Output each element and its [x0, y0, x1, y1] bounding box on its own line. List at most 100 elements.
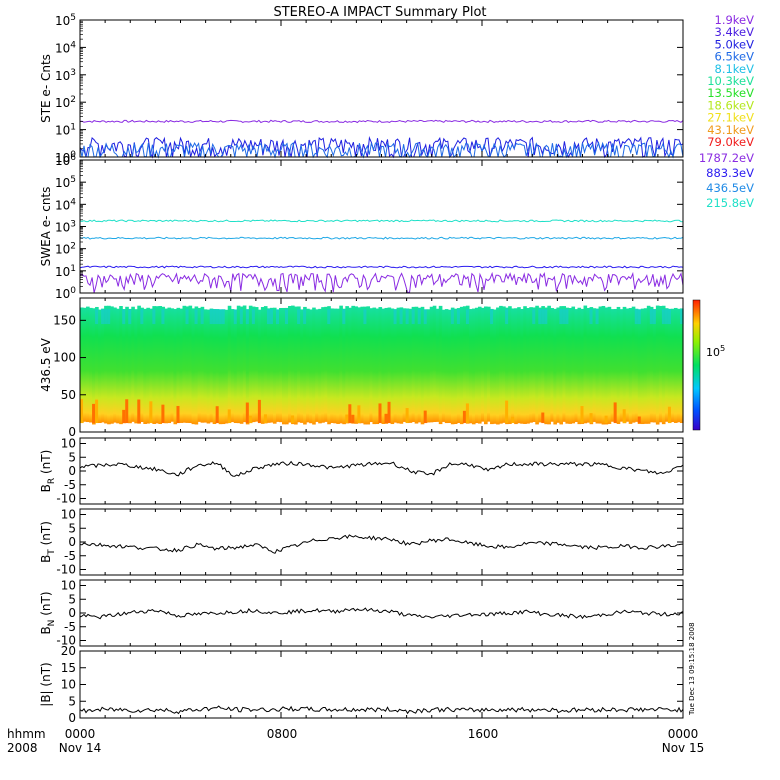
heatmap-column [390, 308, 395, 425]
panel-1: 100 101 102 103 104 105 106 1787.2eV883.3eV436.… [39, 151, 754, 301]
heatmap-column [655, 305, 660, 425]
heatmap-column [291, 305, 295, 425]
y-tick-label: 101 [55, 264, 76, 279]
heatmap-column [119, 306, 123, 425]
heatmap-cool-cell [544, 309, 548, 325]
heatmap-column [80, 307, 84, 423]
heatmap-column [429, 306, 434, 423]
heatmap-column [414, 306, 419, 424]
series-line-1 [79, 135, 684, 159]
heatmap-column [661, 305, 666, 425]
heatmap-column [182, 305, 187, 423]
legend-entry-1: 3.4keV [715, 25, 755, 39]
heatmap-column [568, 308, 573, 424]
y-axis-label-3: BR (nT) [39, 450, 57, 493]
heatmap-column [643, 308, 648, 424]
heatmap-cool-cell [649, 309, 654, 325]
heatmap-column [137, 305, 141, 424]
heatmap-column [652, 309, 657, 423]
y-axis-label-6: |B| (nT) [39, 662, 53, 706]
series-line-1 [79, 236, 684, 240]
heatmap-column [242, 305, 247, 423]
heatmap-column [173, 309, 178, 425]
heatmap-cool-cell [411, 309, 416, 325]
heatmap-hot-cell [248, 415, 253, 424]
heatmap-column [438, 305, 443, 425]
heatmap-column [574, 309, 579, 422]
heatmap-cool-cell [679, 309, 684, 325]
heatmap-column [206, 309, 211, 424]
heatmap-column [535, 305, 539, 425]
heatmap-column [514, 308, 518, 425]
heatmap-column [257, 309, 262, 422]
heatmap-hot-cell [215, 406, 220, 424]
heatmap-cool-cell [269, 309, 274, 325]
heatmap-column [224, 309, 229, 424]
legend-entry-1: 883.3eV [706, 166, 754, 180]
y-tick-label: 20 [61, 644, 76, 658]
heatmap-cool-cell [405, 309, 410, 325]
heatmap-column [122, 309, 126, 424]
y-tick-label: -5 [64, 478, 76, 492]
legend-entry-5: 10.3keV [707, 74, 754, 88]
heatmap-column [601, 305, 606, 425]
heatmap-cool-cell [664, 309, 669, 325]
legend-entry-4: 8.1keV [715, 62, 755, 76]
legend-entry-3: 6.5keV [715, 50, 755, 64]
heatmap-column [423, 309, 428, 422]
heatmap-column [402, 308, 407, 422]
heatmap-column [471, 308, 476, 425]
heatmap-column [426, 309, 431, 423]
heatmap-hot-cell [357, 405, 361, 424]
heatmap-cool-cell [565, 309, 570, 325]
heatmap-cool-cell [490, 309, 494, 325]
y-tick-label: 105 [55, 13, 76, 28]
heatmap-cool-cell [342, 309, 346, 325]
heatmap-column [538, 307, 542, 423]
heatmap-column [348, 307, 352, 424]
legend-entry-10: 79.0keV [707, 135, 754, 149]
y-tick-label: 106 [55, 153, 76, 168]
legend-entry-3: 215.8eV [706, 196, 754, 210]
heatmap-column [303, 306, 307, 425]
heatmap-column [586, 307, 591, 423]
heatmap-hot-cell [622, 409, 627, 424]
legend-entry-9: 43.1keV [707, 123, 754, 137]
heatmap-cool-cell [194, 309, 199, 325]
heatmap-column [191, 308, 196, 425]
heatmap-column [396, 307, 401, 424]
heatmap-column [631, 306, 636, 423]
heatmap-column [357, 307, 361, 424]
heatmap-column [505, 307, 509, 425]
chart-title: STEREO-A IMPACT Summary Plot [273, 5, 486, 20]
heatmap-cool-cell [465, 309, 470, 325]
heatmap-cool-cell [541, 309, 545, 325]
legend-entry-0: 1787.2eV [699, 151, 754, 165]
y-tick-label: 101 [55, 123, 76, 138]
heatmap-column [393, 309, 398, 423]
x-tick-time-0: 0000 [65, 727, 96, 741]
heatmap-column [592, 308, 597, 422]
heatmap-column [239, 306, 244, 424]
legend-entry-2: 5.0keV [715, 37, 755, 51]
heatmap-cool-cell [101, 309, 105, 325]
heatmap-hot-cell [465, 403, 470, 424]
panel-frame [79, 508, 684, 576]
heatmap-cool-cell [107, 309, 111, 325]
heatmap-cool-cell [185, 309, 190, 325]
heatmap-column [89, 307, 93, 423]
heatmap-column [372, 307, 377, 425]
y-tick-label: 10 [61, 678, 76, 692]
heatmap-hot-cell [604, 415, 609, 424]
panel-frame [79, 159, 684, 294]
panel-frame [79, 579, 684, 647]
heatmap-cool-cell [221, 309, 226, 325]
heatmap-column [155, 306, 159, 424]
heatmap-column [345, 306, 349, 424]
heatmap-cool-cell [215, 309, 220, 325]
heatmap-column [266, 308, 271, 423]
heatmap-column [595, 308, 600, 424]
panel-0: 100 101 102 103 104 105 1.9keV3.4keV5.0keV6.5k… [39, 13, 754, 165]
